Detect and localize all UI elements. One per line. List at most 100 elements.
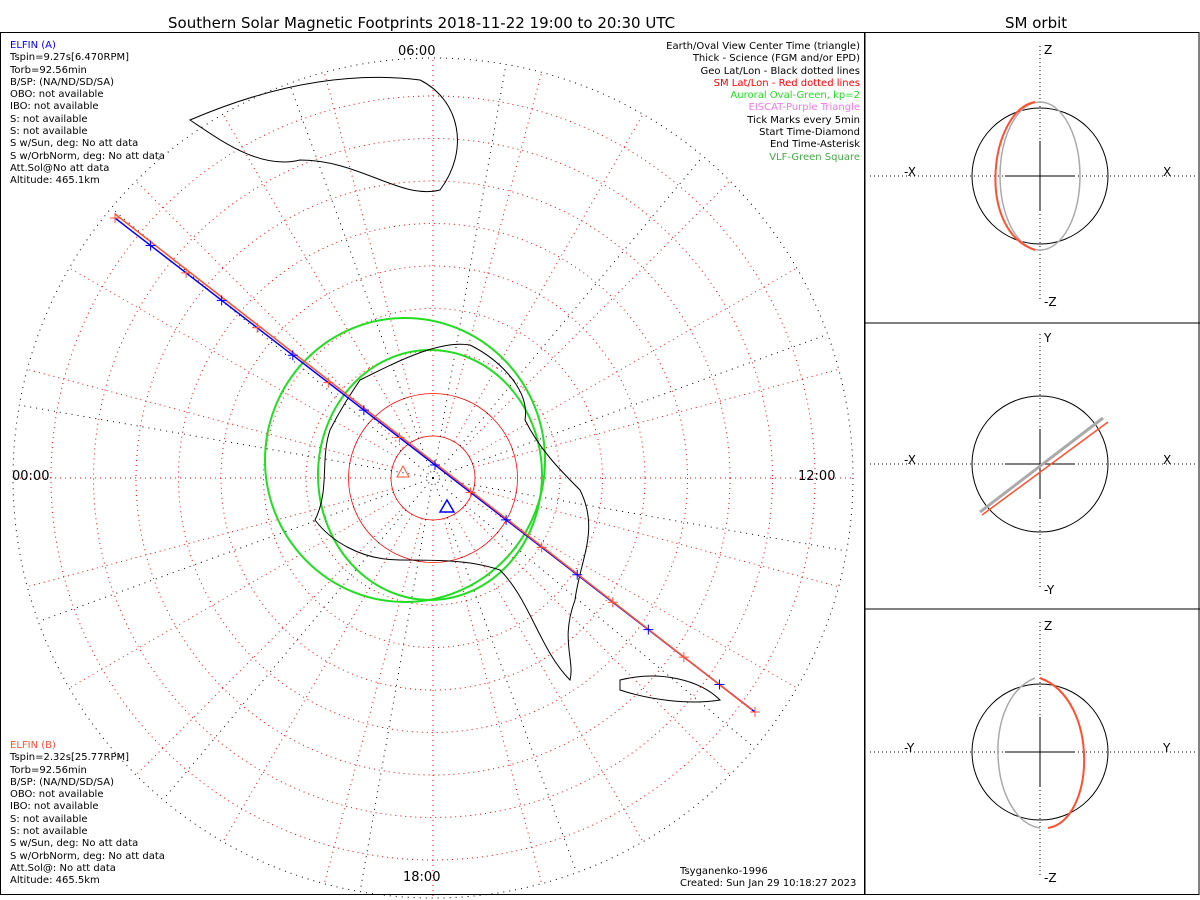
created-label: Created: Sun Jan 29 10:18:27 2023 — [680, 878, 857, 889]
tick-mark — [607, 597, 618, 608]
sm-longitude-line — [443, 518, 543, 884]
legend-entry: Earth/Oval View Center Time (triangle) — [666, 41, 860, 52]
orbit-axis-left: -X — [904, 453, 916, 467]
orbit-axis-left: -Y — [904, 741, 915, 755]
mlt-label-bottom: 18:00 — [403, 870, 441, 885]
tick-mark — [110, 213, 120, 223]
elfin-b-line: S: not available — [10, 813, 88, 825]
legend-entry: EISCAT-Purple Triangle — [748, 102, 861, 114]
elfin-b-line: S w/OrbNorm, deg: No att data — [10, 850, 165, 862]
sm-latitude-circle — [348, 393, 518, 563]
orbit-earth-circle — [971, 107, 1109, 245]
geo-longitude-line — [432, 155, 704, 479]
sm-longitude-line — [469, 498, 797, 689]
geo-longitude-line — [432, 477, 847, 552]
sm-longitude-line — [462, 507, 731, 776]
elfin-a-line: IBO: not available — [10, 101, 99, 113]
south-america-coastline — [619, 675, 722, 703]
sm-longitude-line — [453, 514, 644, 842]
elfin-a-line: S w/Sun, deg: No att data — [10, 138, 139, 150]
elfin-b-line: OBO: not available — [10, 789, 104, 801]
elfin-b-center-triangle — [396, 464, 410, 478]
orbit-frame — [864, 32, 1200, 895]
orbit-track-b — [994, 101, 1036, 251]
orbit-axis-right: Y — [1163, 741, 1171, 755]
sm-longitude-line — [222, 514, 413, 842]
plot-title: Southern Solar Magnetic Footprints 2018-… — [168, 14, 676, 32]
sm-latitude-circle — [178, 223, 688, 733]
orbit-earth-circle — [971, 395, 1109, 533]
legend-entry: Tick Marks every 5min — [747, 114, 860, 126]
geo-longitude-line — [432, 333, 828, 479]
sm-longitude-line — [222, 114, 413, 442]
tick-mark — [501, 514, 512, 525]
orbit-axis-right: X — [1163, 453, 1172, 467]
antarctica-coastline — [314, 343, 590, 681]
geo-longitude-line — [432, 477, 756, 749]
elfin-b-line: Torb=92.56min — [10, 764, 87, 776]
elfin-b-line: Altitude: 465.5km — [10, 875, 100, 887]
sm-longitude-line — [69, 267, 397, 458]
elfin-a-line: B/SP: (NA/ND/SD/SA) — [10, 76, 114, 88]
legend-entry: SM Lat/Lon - Red dotted lines — [713, 77, 860, 89]
elfin-b-name: ELFIN (B) — [10, 740, 56, 751]
tick-mark — [323, 377, 334, 388]
sm-longitude-line — [453, 114, 644, 442]
tick-mark — [287, 350, 298, 361]
elfin-b-line: IBO: not available — [10, 801, 99, 813]
elfin-b-line: S: not available — [10, 826, 88, 838]
legend-entry: Auroral Oval-Green, kp=2 — [730, 90, 860, 102]
orbit-axis-bottom: -Z — [1044, 871, 1057, 885]
geo-longitude-line — [19, 404, 434, 479]
orbit-earth-circle — [971, 683, 1109, 821]
tick-mark — [358, 405, 369, 416]
sm-longitude-line — [135, 507, 404, 776]
sm-longitude-line — [323, 518, 423, 884]
sm-longitude-line — [462, 180, 731, 449]
elfin-a-line: OBO: not available — [10, 89, 104, 101]
sm-longitude-line — [469, 267, 797, 458]
tick-mark — [465, 487, 476, 498]
elfin-a-line: S w/OrbNorm, deg: No att data — [10, 150, 165, 162]
orbit-track-a — [999, 101, 1081, 251]
legend-entry: Geo Lat/Lon - Black dotted lines — [700, 65, 860, 77]
orbit-track-b — [1039, 677, 1086, 829]
orbit-axis-right: X — [1163, 165, 1172, 179]
tick-mark — [750, 707, 760, 717]
elfin-b-info: ELFIN (B) Tspin=2.32s[25.77RPM] Torb=92.5… — [10, 740, 165, 888]
orbit-axis-left: -X — [904, 165, 916, 179]
tick-mark — [145, 240, 156, 251]
mlt-label-left: 00:00 — [12, 469, 50, 484]
tick-mark — [181, 267, 192, 278]
geo-longitude-line — [432, 477, 578, 873]
legend: Earth/Oval View Center Time (triangle) Th… — [666, 41, 860, 164]
elfin-b-line: Att.Sol@: No att data — [10, 862, 116, 874]
mlt-label-top: 06:00 — [398, 44, 436, 59]
sm-longitude-line — [27, 368, 393, 468]
sm-longitude-line — [473, 368, 839, 468]
sm-longitude-line — [135, 180, 404, 449]
auroral-oval-outer — [264, 317, 546, 603]
orbit-track-a — [997, 677, 1041, 829]
geo-longitude-line — [359, 477, 434, 892]
orbit-track-b — [981, 421, 1109, 516]
elfin-a-line: S: not available — [10, 126, 88, 138]
legend-entry: End Time-Asterisk — [769, 139, 860, 151]
tick-mark — [252, 322, 263, 333]
australia-coastline — [188, 76, 458, 192]
sm-latitude-circle — [93, 138, 773, 818]
sm-latitude-circle — [263, 308, 603, 648]
tick-mark — [394, 432, 405, 443]
tick-mark — [572, 569, 583, 580]
sm-longitude-line — [323, 72, 423, 438]
elfin-a-line: Tspin=9.27s[6.470RPM] — [10, 52, 130, 64]
orbit-track-a — [979, 416, 1104, 514]
orbit-axis-top: Y — [1044, 331, 1052, 345]
tick-mark — [216, 295, 227, 306]
elfin-a-info: ELFIN (A) Tspin=9.27s[6.470RPM] Torb=92.5… — [10, 40, 165, 188]
tick-mark — [678, 652, 689, 663]
tick-mark — [430, 460, 440, 470]
legend-entry: VLF-Green Square — [769, 151, 860, 163]
